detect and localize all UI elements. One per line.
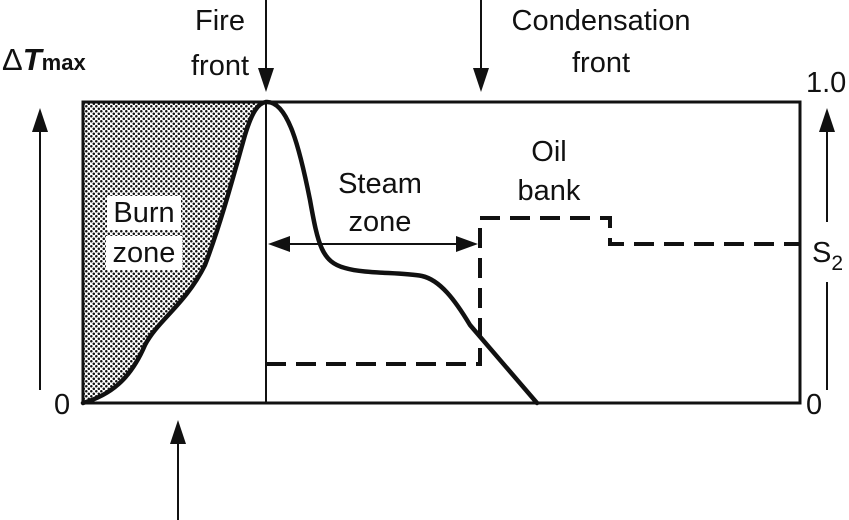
steam-zone-label-line2: zone [349, 206, 412, 238]
condensation-front-label-line2: front [572, 47, 630, 79]
bottom-pointer-arrowhead [170, 420, 186, 444]
saturation-label-main: S [812, 237, 831, 269]
burn-zone-label-line1: Burn [113, 197, 174, 229]
oil-bank-label-line1: Oil [531, 136, 566, 168]
oil-bank-label-line2: bank [518, 175, 581, 207]
left-axis-arrowhead [32, 108, 48, 132]
fire-front-pointer-arrowhead [258, 68, 274, 92]
steam-zone-arrowhead-right [456, 236, 478, 252]
burn-zone-label-halo-2 [106, 236, 182, 270]
steam-zone-arrowhead-left [268, 236, 290, 252]
right-axis-arrowhead [819, 108, 835, 132]
right-axis-zero-label: 0 [806, 389, 822, 421]
left-axis-title: ΔTmax [2, 42, 86, 77]
fire-front-label-line2: front [191, 50, 249, 82]
saturation-series-label: S2 [812, 237, 843, 275]
condensation-front-pointer-arrowhead [473, 68, 489, 92]
temperature-curve [80, 99, 540, 406]
burn-zone-label-line2: zone [113, 237, 176, 269]
saturation-label-sub: 2 [831, 252, 843, 275]
saturation-dashed-curve [266, 216, 800, 366]
steam-zone-label-line1: Steam [338, 168, 422, 200]
left-axis-title-variable: T [23, 42, 45, 77]
fire-front-label-line1: Fire [195, 5, 245, 37]
plot-frame [81, 100, 802, 405]
right-axis-top-label: 1.0 [806, 67, 846, 99]
left-axis-title-subscript: max [42, 50, 87, 75]
burn-zone-label-halo-1 [107, 196, 181, 230]
condensation-front-label-line1: Condensation [512, 5, 691, 37]
left-axis-title-symbol: Δ [2, 42, 23, 77]
left-axis-zero-label: 0 [54, 389, 70, 421]
